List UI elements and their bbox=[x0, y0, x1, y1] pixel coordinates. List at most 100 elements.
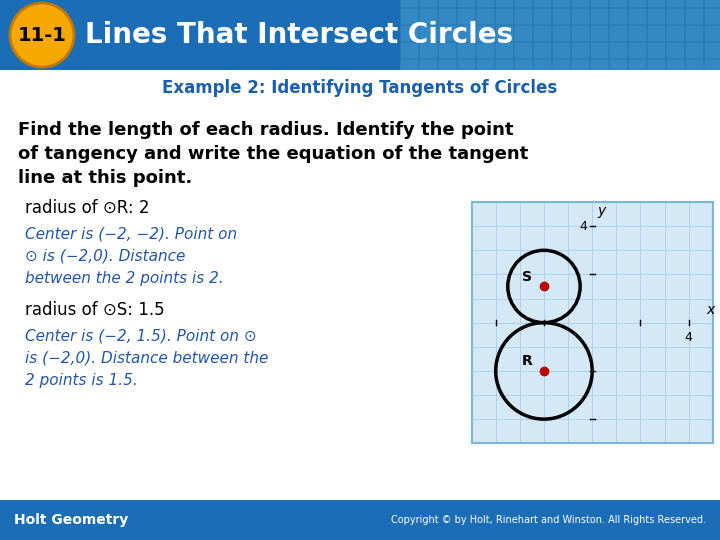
Bar bbox=[590, 59, 608, 75]
Bar bbox=[666, 25, 684, 41]
Bar bbox=[514, 59, 532, 75]
Bar bbox=[457, 0, 475, 7]
Text: of tangency and write the equation of the tangent: of tangency and write the equation of th… bbox=[18, 145, 528, 163]
Bar bbox=[628, 42, 646, 58]
Bar bbox=[685, 59, 703, 75]
Bar bbox=[438, 59, 456, 75]
Bar bbox=[438, 25, 456, 41]
Bar bbox=[704, 59, 720, 75]
Text: is (−2,0). Distance between the: is (−2,0). Distance between the bbox=[25, 350, 269, 366]
Bar bbox=[495, 25, 513, 41]
Bar bbox=[571, 59, 589, 75]
Bar bbox=[628, 0, 646, 7]
Bar bbox=[495, 8, 513, 24]
Bar bbox=[514, 42, 532, 58]
Bar bbox=[514, 8, 532, 24]
Bar bbox=[552, 8, 570, 24]
Bar bbox=[533, 25, 551, 41]
Bar bbox=[476, 8, 494, 24]
Bar bbox=[457, 59, 475, 75]
Bar bbox=[666, 8, 684, 24]
Bar bbox=[647, 59, 665, 75]
Bar bbox=[514, 25, 532, 41]
Text: line at this point.: line at this point. bbox=[18, 168, 192, 187]
Bar bbox=[457, 25, 475, 41]
Text: radius of ⊙R: 2: radius of ⊙R: 2 bbox=[25, 199, 150, 217]
Bar bbox=[476, 25, 494, 41]
Bar bbox=[571, 42, 589, 58]
Bar bbox=[552, 59, 570, 75]
Bar bbox=[495, 59, 513, 75]
Bar bbox=[419, 0, 437, 7]
Bar bbox=[419, 8, 437, 24]
Bar bbox=[552, 42, 570, 58]
Bar bbox=[590, 25, 608, 41]
Bar bbox=[704, 42, 720, 58]
Text: radius of ⊙S: 1.5: radius of ⊙S: 1.5 bbox=[25, 301, 165, 319]
Bar bbox=[476, 42, 494, 58]
Bar bbox=[704, 0, 720, 7]
Text: Lines That Intersect Circles: Lines That Intersect Circles bbox=[85, 21, 513, 49]
Bar bbox=[438, 8, 456, 24]
Bar bbox=[685, 8, 703, 24]
Bar bbox=[609, 25, 627, 41]
Bar bbox=[704, 25, 720, 41]
Bar bbox=[495, 42, 513, 58]
Bar bbox=[609, 42, 627, 58]
Text: 4: 4 bbox=[580, 220, 588, 233]
Bar bbox=[419, 25, 437, 41]
Bar bbox=[400, 0, 418, 7]
Text: Center is (−2, −2). Point on: Center is (−2, −2). Point on bbox=[25, 227, 237, 242]
Bar bbox=[476, 0, 494, 7]
Bar bbox=[571, 8, 589, 24]
Bar bbox=[704, 8, 720, 24]
Bar bbox=[609, 0, 627, 7]
Text: S: S bbox=[522, 270, 532, 284]
Bar bbox=[685, 0, 703, 7]
Bar bbox=[457, 42, 475, 58]
Bar bbox=[628, 59, 646, 75]
Bar bbox=[628, 25, 646, 41]
Bar bbox=[609, 8, 627, 24]
Bar bbox=[533, 59, 551, 75]
Bar bbox=[647, 8, 665, 24]
Bar bbox=[400, 8, 418, 24]
Bar bbox=[533, 8, 551, 24]
Bar bbox=[495, 0, 513, 7]
Bar bbox=[590, 0, 608, 7]
Circle shape bbox=[10, 3, 74, 67]
Bar bbox=[685, 25, 703, 41]
Text: x: x bbox=[706, 302, 714, 316]
Bar bbox=[666, 0, 684, 7]
Text: R: R bbox=[522, 354, 533, 368]
Bar bbox=[552, 0, 570, 7]
Text: Example 2: Identifying Tangents of Circles: Example 2: Identifying Tangents of Circl… bbox=[163, 79, 557, 97]
Bar bbox=[457, 8, 475, 24]
Bar bbox=[514, 0, 532, 7]
Bar bbox=[628, 8, 646, 24]
Bar bbox=[647, 42, 665, 58]
Bar bbox=[571, 25, 589, 41]
Bar bbox=[419, 59, 437, 75]
Text: Copyright © by Holt, Rinehart and Winston. All Rights Reserved.: Copyright © by Holt, Rinehart and Winsto… bbox=[391, 515, 706, 525]
Text: 11-1: 11-1 bbox=[17, 25, 66, 45]
Bar bbox=[647, 0, 665, 7]
Bar bbox=[476, 59, 494, 75]
Text: 2 points is 1.5.: 2 points is 1.5. bbox=[25, 373, 138, 388]
Text: Center is (−2, 1.5). Point on ⊙: Center is (−2, 1.5). Point on ⊙ bbox=[25, 329, 256, 343]
Bar bbox=[571, 0, 589, 7]
Bar bbox=[552, 25, 570, 41]
Text: 4: 4 bbox=[685, 331, 693, 344]
Bar bbox=[400, 42, 418, 58]
Text: between the 2 points is 2.: between the 2 points is 2. bbox=[25, 271, 224, 286]
Bar bbox=[666, 59, 684, 75]
Text: y: y bbox=[597, 205, 606, 219]
Text: Find the length of each radius. Identify the point: Find the length of each radius. Identify… bbox=[18, 121, 513, 139]
Bar bbox=[609, 59, 627, 75]
Bar bbox=[685, 42, 703, 58]
Bar bbox=[647, 25, 665, 41]
Bar bbox=[590, 42, 608, 58]
Text: ⊙ is (−2,0). Distance: ⊙ is (−2,0). Distance bbox=[25, 249, 185, 264]
Bar bbox=[400, 25, 418, 41]
Bar bbox=[533, 0, 551, 7]
